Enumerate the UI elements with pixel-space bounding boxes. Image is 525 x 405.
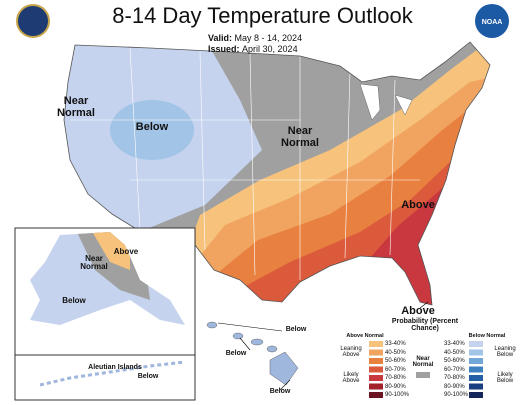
great-lakes [359, 83, 413, 121]
legend-leaning-below: Leaning Below [494, 346, 516, 359]
legend-swatch [469, 383, 483, 390]
noaa-logo [475, 4, 509, 38]
aleutian-label: Below [137, 373, 159, 380]
legend-level-label: 33-40% [385, 341, 406, 347]
legend-level-label: 70-80% [444, 375, 465, 381]
valid-dates: May 8 - 14, 2024 [234, 33, 303, 43]
aleutian-inset [14, 354, 196, 401]
legend-swatch [469, 358, 483, 364]
map-label: Near Normal [281, 125, 319, 149]
legend-level-label: 90-100% [385, 392, 410, 398]
valid-label: Valid: [208, 33, 233, 43]
valid: Valid: May 8 - 14, 2024 [208, 33, 303, 43]
legend-swatch [369, 366, 383, 373]
commerce-logo [16, 4, 50, 38]
hawaii-label: Below [285, 326, 307, 333]
alaska-label: Near Normal [80, 254, 108, 272]
map-label: Above [401, 305, 435, 317]
map-label: Below [135, 121, 169, 133]
below-core [110, 100, 194, 160]
legend-title: Probability (Percent Chance) [391, 318, 459, 333]
legend-swatch [469, 375, 483, 381]
legend-level-label: 80-90% [444, 383, 465, 390]
legend-level-label: 40-50% [444, 349, 465, 356]
legend-swatch [469, 392, 483, 398]
noaa-logo-text: NOAA [482, 19, 503, 26]
legend-level-label: 80-90% [385, 383, 406, 390]
issued-label: Issued: [208, 44, 240, 54]
title: 8-14 Day Temperature Outlook [112, 3, 413, 28]
hawaii [206, 321, 299, 386]
alaska-label: Below [62, 296, 86, 305]
legend-level-label: 40-50% [385, 349, 406, 356]
legend-level-label: 33-40% [444, 341, 465, 347]
legend-level-label: 70-80% [385, 375, 406, 381]
legend-swatch [416, 372, 430, 378]
aleutian-title: Aleutian Islands [88, 364, 142, 371]
legend-level-label: 60-70% [444, 366, 465, 373]
legend-level-label: 50-60% [444, 358, 465, 364]
legend-below-heading: Below Normal [468, 333, 506, 339]
map-label: Near Normal [57, 95, 95, 119]
legend-swatch [369, 358, 383, 364]
alaska-label: Above [113, 247, 139, 256]
legend-level-label: 60-70% [385, 366, 406, 373]
legend-swatch [369, 349, 383, 356]
issued-date: April 30, 2024 [242, 44, 298, 54]
legend-swatch [469, 349, 483, 356]
map-label: Above [401, 199, 435, 211]
issued: Issued: April 30, 2024 [208, 44, 298, 54]
legend-level-label: 90-100% [444, 392, 469, 398]
legend-leaning-above: Leaning Above [340, 346, 362, 359]
legend-swatch [369, 383, 383, 390]
hawaii-label: Below [225, 350, 247, 357]
legend-swatch [469, 341, 483, 347]
legend-above-heading: Above Normal [346, 333, 384, 339]
legend [369, 341, 483, 398]
legend-likely-below: Likely Below [496, 372, 514, 385]
legend-swatch [369, 341, 383, 347]
leader-lines [217, 301, 429, 391]
hawaii-label: Below [269, 388, 291, 395]
legend-swatch [469, 366, 483, 373]
legend-likely-above: Likely Above [342, 372, 360, 385]
aleutian-islands [39, 360, 186, 387]
legend-level-label: 50-60% [385, 358, 406, 364]
state-lines [70, 47, 420, 280]
legend-swatch [369, 375, 383, 381]
legend-swatch [369, 392, 383, 398]
legend-near-heading: Near Normal [412, 356, 434, 369]
